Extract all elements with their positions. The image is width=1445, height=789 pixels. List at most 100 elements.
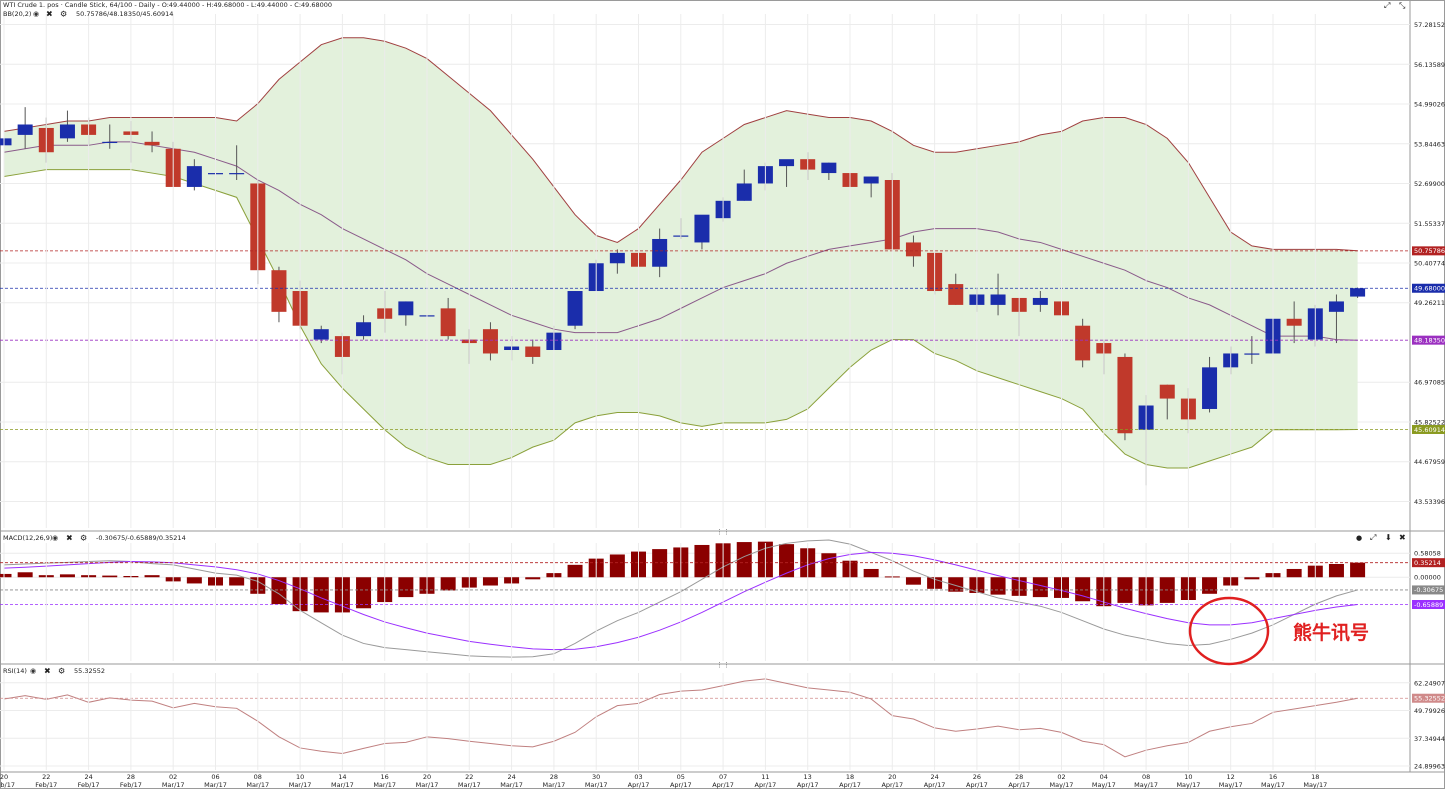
macd-values: -0.30675/-0.65889/0.35214 <box>96 534 186 542</box>
price-tag <box>1412 246 1445 256</box>
macd-histogram-bar <box>398 577 414 598</box>
date-tick-month: May/17 <box>1219 781 1243 789</box>
bull-candle <box>102 141 118 144</box>
rsi-label: RSI(14) <box>3 667 27 675</box>
gear-icon[interactable]: ⚙ <box>60 10 67 19</box>
eye-icon[interactable]: ◉ <box>33 10 39 18</box>
eye-icon[interactable]: ◉ <box>30 667 36 675</box>
macd-histogram-bar <box>482 577 498 586</box>
price-tag-label: 49.68000 <box>1414 285 1445 293</box>
window-title: WTI Crude 1. pos · Candle Stick, 64/100 … <box>3 1 332 9</box>
close-icon[interactable]: ✖ <box>66 534 73 543</box>
date-tick-day: 22 <box>465 773 473 781</box>
macd-histogram-bar <box>144 575 160 578</box>
date-tick-month: Apr/17 <box>628 781 650 789</box>
macd-histogram-bar <box>905 577 921 585</box>
macd-histogram-bar <box>990 577 1006 595</box>
bb-header: BB(20,2) ◉ ✖ ⚙ 50.75786/48.18350/45.6091… <box>3 10 173 19</box>
bear-candle <box>905 242 921 257</box>
bear-candle <box>440 308 456 337</box>
y-tick-label: 49.79926 <box>1414 707 1445 715</box>
y-tick-label: 24.89963 <box>1414 762 1445 770</box>
price-tag <box>1412 424 1445 434</box>
macd-header: MACD(12,26,9) ◉ ✖ ⚙ -0.30675/-0.65889/0.… <box>3 534 186 543</box>
bull-candle <box>313 329 329 340</box>
y-tick-label: 51.55337 <box>1414 220 1445 228</box>
price-tag <box>1412 600 1445 610</box>
y-tick-label: 0.58058 <box>1414 550 1441 558</box>
bb-label: BB(20,2) <box>3 10 31 18</box>
date-tick-day: 05 <box>677 773 685 781</box>
date-tick-day: 28 <box>1015 773 1023 781</box>
date-tick-day: 20 <box>0 773 8 781</box>
bear-candle <box>144 141 160 146</box>
bull-candle <box>1202 367 1218 409</box>
date-tick-day: 16 <box>1269 773 1277 781</box>
bear-candle <box>525 346 541 357</box>
date-tick-day: 08 <box>1142 773 1150 781</box>
price-axes: 57.28152 56.13589 54.99026 53.84463 52.69900… <box>1412 21 1445 770</box>
price-tag-label: -0.65889 <box>1414 601 1443 609</box>
date-tick-month: May/17 <box>1261 781 1285 789</box>
bear-candle <box>1159 384 1175 399</box>
rsi-pane[interactable] <box>0 678 1410 767</box>
macd-histogram-bar <box>1032 577 1048 598</box>
move-down-icon[interactable]: ⬇ <box>1385 533 1392 542</box>
collapse-icon[interactable]: ⤡ <box>1399 1 1406 10</box>
date-tick-day: 04 <box>1100 773 1108 781</box>
bull-candle <box>229 173 245 175</box>
date-tick-month: Mar/17 <box>585 781 608 789</box>
bull-candle <box>59 124 75 139</box>
price-tag-label: 55.32552 <box>1414 695 1445 703</box>
date-tick-month: Apr/17 <box>797 781 819 789</box>
y-tick-label: 0.00000 <box>1414 574 1441 582</box>
resize-handle-icon[interactable]: ⋮⋮ <box>716 528 730 536</box>
macd-histogram-bar <box>17 572 33 578</box>
price-tag-label: 50.75786 <box>1414 247 1445 255</box>
y-tick-label: 43.53396 <box>1414 498 1445 506</box>
bull-candle <box>694 214 710 243</box>
y-tick-label: 57.28152 <box>1414 21 1445 29</box>
date-tick-month: Mar/17 <box>458 781 481 789</box>
bear-candle <box>948 284 964 305</box>
close-icon[interactable]: ✖ <box>46 10 53 19</box>
macd-histogram-bar <box>694 544 710 578</box>
price-tag <box>1412 283 1445 293</box>
gear-icon[interactable]: ⚙ <box>80 534 87 543</box>
expand-icon[interactable]: ⤢ <box>1369 533 1376 542</box>
close-icon[interactable]: ✖ <box>1399 533 1406 542</box>
bear-bull-signal-label: 熊牛讯号 <box>1293 621 1369 644</box>
resize-handle-icon[interactable]: ⋮⋮ <box>716 661 730 669</box>
macd-histogram-bar <box>440 577 456 591</box>
eye-icon[interactable]: ◉ <box>52 534 58 542</box>
close-icon[interactable]: ✖ <box>44 667 51 676</box>
bb-values: 50.75786/48.18350/45.60914 <box>76 10 173 18</box>
macd-histogram-bar <box>525 577 541 580</box>
bull-candle <box>736 183 752 201</box>
gear-icon[interactable]: ⚙ <box>58 667 65 676</box>
macd-label: MACD(12,26,9) <box>3 534 52 542</box>
date-tick-day: 13 <box>804 773 812 781</box>
price-tag-label: 48.18350 <box>1414 336 1445 344</box>
date-tick-month: May/17 <box>1092 781 1116 789</box>
date-tick-month: Apr/17 <box>924 781 946 789</box>
date-tick-month: Apr/17 <box>881 781 903 789</box>
y-tick-label: 46.97085 <box>1414 379 1445 387</box>
price-tag-label: -0.30675 <box>1414 586 1443 594</box>
macd-histogram-bar <box>863 568 879 578</box>
date-tick-day: 02 <box>1057 773 1065 781</box>
date-tick-day: 24 <box>84 773 92 781</box>
date-tick-month: Apr/17 <box>1008 781 1030 789</box>
macd-histogram-bar <box>102 575 118 578</box>
y-tick-label: 50.40774 <box>1414 259 1445 267</box>
date-tick-month: Feb/17 <box>78 781 100 789</box>
date-tick-month: Apr/17 <box>670 781 692 789</box>
date-tick-month: May/17 <box>1176 781 1200 789</box>
pin-icon[interactable]: ● <box>1356 534 1362 542</box>
macd-histogram-bar <box>779 544 795 578</box>
macd-histogram-bar <box>1117 577 1133 603</box>
expand-icon[interactable]: ⤢ <box>1383 1 1390 10</box>
y-tick-label: 44.67959 <box>1414 458 1445 466</box>
date-tick-day: 24 <box>507 773 515 781</box>
